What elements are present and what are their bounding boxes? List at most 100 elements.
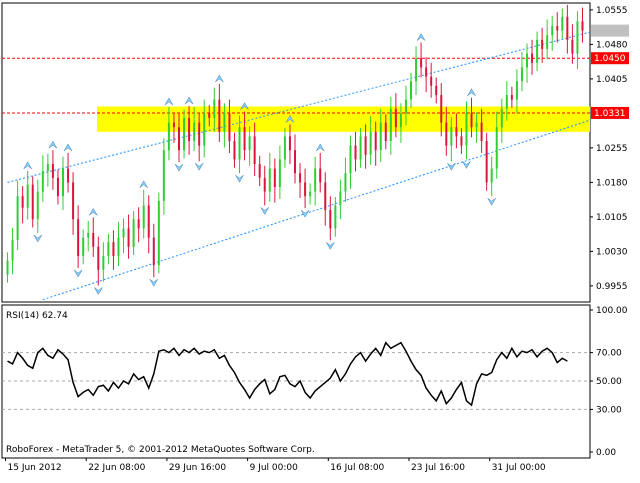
candle-body-97: [495, 127, 498, 169]
candle-body-19: [102, 256, 105, 270]
candle-body-101: [515, 81, 518, 100]
candle-body-38: [198, 122, 201, 146]
candle-body-61: [314, 168, 317, 192]
candle-body-28: [147, 205, 150, 238]
price-tick-label-5: 1.0105: [596, 213, 628, 223]
candle-body-16: [87, 233, 90, 238]
candle-body-34: [178, 127, 180, 151]
candle-body-73: [374, 131, 377, 151]
rsi-tick-label-2: 50.00: [596, 377, 622, 387]
candle-body-12: [67, 168, 70, 183]
fractal-down-14: [73, 269, 83, 278]
candle-body-29: [152, 237, 155, 266]
candle-body-80: [410, 81, 412, 100]
candle-body-62: [319, 168, 322, 183]
time-axis: 15 Jun 2012 22 Jun 08:00 29 Jun 16:00 9 Jul…: [5, 458, 546, 473]
fractal-up-111: [563, 3, 572, 4]
candle-body-13: [72, 182, 75, 220]
time-tick-label-4: 16 Jul 08:00: [330, 463, 384, 473]
forecast-arrow-line-0: [633, 26, 640, 44]
fractal-up-62: [315, 143, 325, 152]
candle-body-103: [526, 53, 528, 68]
rsi-tick-label-4: 0.00: [596, 448, 616, 458]
candle-body-8: [46, 164, 49, 171]
candle-body-50: [258, 164, 261, 178]
candle-body-87: [445, 122, 448, 146]
candle-body-92: [470, 113, 473, 128]
candle-body-66: [339, 191, 342, 206]
candle-body-17: [92, 233, 95, 247]
price-tick-label-7: 0.9955: [596, 282, 628, 292]
candle-body-104: [531, 53, 534, 63]
fractal-up-27: [139, 180, 148, 188]
candle-body-84: [430, 76, 433, 86]
fractal-down-88: [447, 163, 456, 171]
candle-body-1: [11, 239, 14, 261]
candle-body-52: [268, 168, 271, 192]
candle-body-78: [399, 113, 402, 128]
candle-body-83: [425, 67, 428, 77]
fractal-down-59: [300, 209, 310, 218]
price-tag-label-1: 1.0331: [594, 109, 626, 119]
candle-body-109: [556, 26, 559, 31]
fractal-up-12: [63, 143, 73, 152]
candle-body-46: [238, 127, 241, 160]
time-tick-label-1: 22 Jun 08:00: [88, 463, 145, 473]
candle-body-71: [364, 136, 367, 155]
candle-body-70: [359, 136, 362, 160]
fractal-down-51: [260, 207, 269, 215]
candle-body-7: [41, 170, 44, 192]
candle-body-106: [541, 39, 544, 49]
candle-body-77: [394, 108, 397, 128]
fractal-up-47: [240, 102, 249, 110]
candle-body-6: [36, 191, 39, 220]
candle-body-85: [435, 85, 438, 95]
candle-body-56: [288, 136, 291, 151]
candle-body-39: [203, 113, 206, 146]
main-price-panel: 1.0555 1.0480 1.0405 1.0255 1.0180 1.0105 1.00…: [1, 2, 640, 303]
candle-body-26: [137, 219, 140, 229]
fractal-down-29: [149, 278, 159, 287]
fractal-down-6: [33, 234, 42, 243]
candle-body-57: [294, 150, 296, 174]
candle-body-113: [576, 21, 579, 54]
candle-body-100: [510, 95, 513, 100]
support-zone: [97, 106, 590, 132]
price-tick-label-1: 1.0480: [596, 40, 628, 50]
candle-body-99: [505, 95, 508, 109]
candle-body-68: [349, 145, 352, 174]
candle-body-45: [233, 141, 236, 160]
candle-body-95: [485, 141, 488, 183]
price-tag-box-1: [591, 106, 629, 119]
candle-body-36: [188, 118, 191, 141]
candle-body-91: [465, 113, 468, 146]
candle-body-112: [571, 39, 574, 54]
price-tag-label-0: 1.0450: [594, 54, 626, 64]
candle-body-37: [193, 122, 196, 141]
candle-body-5: [31, 184, 34, 220]
candle-body-53: [273, 168, 276, 187]
candle-body-107: [546, 35, 549, 49]
candle-body-20: [107, 242, 110, 256]
candle-body-110: [561, 16, 564, 31]
candle-body-23: [122, 228, 125, 238]
candle-body-21: [112, 242, 115, 256]
candle-body-60: [309, 191, 312, 197]
fractal-down-96: [487, 198, 496, 206]
price-plot-area: [2, 3, 640, 301]
rsi-panel: 100.00 70.00 50.00 30.00 0.00: [1, 304, 628, 459]
price-tick-label-0: 1.0555: [596, 6, 628, 16]
rsi-line: [7, 341, 568, 407]
candle-body-40: [208, 113, 211, 118]
candle-body-27: [142, 205, 145, 229]
candle-body-15: [82, 237, 85, 256]
fractal-down-46: [235, 175, 244, 183]
candle-body-51: [263, 177, 266, 192]
candle-body-18: [97, 246, 100, 270]
price-tag-0: 1.0450: [591, 52, 629, 65]
candle-body-94: [480, 122, 483, 141]
fractal-up-56: [285, 114, 295, 123]
candle-body-55: [283, 136, 286, 160]
rsi-label: RSI(14) 62.74: [6, 311, 68, 321]
